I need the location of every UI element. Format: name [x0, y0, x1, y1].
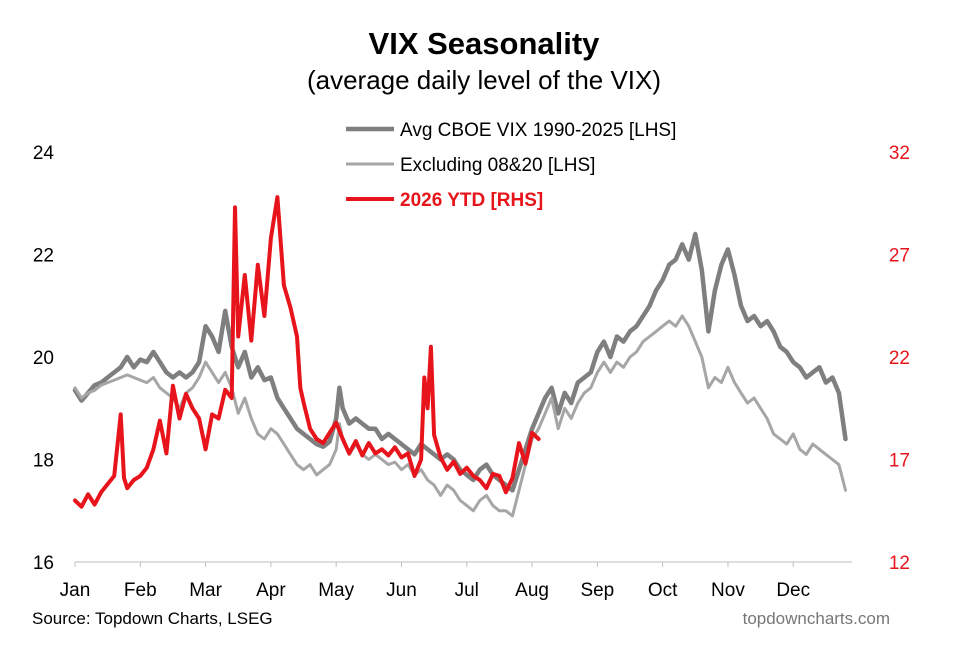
- right-tick-label: 22: [889, 348, 910, 369]
- right-tick-label: 12: [889, 553, 910, 574]
- right-tick-label: 27: [889, 246, 910, 267]
- x-tick-label: Oct: [648, 580, 678, 601]
- series-line-2026-ytd: [73, 195, 541, 509]
- legend-label-excl: Excluding 08&20 [LHS]: [400, 155, 595, 176]
- legend-label-2026: 2026 YTD [RHS]: [400, 190, 543, 211]
- x-tick-label: Mar: [189, 580, 222, 601]
- x-tick-label: Dec: [776, 580, 810, 601]
- x-tick-label: Sep: [580, 580, 614, 601]
- right-tick-label: 17: [889, 451, 910, 472]
- source-note: Source: Topdown Charts, LSEG: [32, 609, 273, 628]
- legend: Avg CBOE VIX 1990-2025 [LHS] Excluding 0…: [346, 120, 676, 211]
- x-tick-label: Jan: [60, 580, 91, 601]
- x-axis: Jan Feb Mar Apr May Jun Jul Aug Sep Oct Nov Dec: [60, 561, 852, 601]
- right-tick-label: 32: [889, 143, 910, 164]
- left-tick-label: 18: [33, 451, 54, 472]
- x-tick-label: Apr: [256, 580, 286, 601]
- series-line-avg-vix: [72, 231, 848, 493]
- x-tick-label: Jun: [386, 580, 417, 601]
- left-tick-label: 16: [33, 553, 54, 574]
- left-tick-label: 24: [33, 143, 55, 164]
- chart-title: VIX Seasonality: [369, 26, 601, 61]
- x-tick-label: Jul: [455, 580, 479, 601]
- x-tick-label: May: [318, 580, 354, 601]
- series-line-excluding-08-20: [73, 314, 847, 518]
- series-layer: [72, 195, 848, 518]
- legend-label-avg: Avg CBOE VIX 1990-2025 [LHS]: [400, 120, 676, 141]
- left-tick-label: 20: [33, 348, 54, 369]
- watermark: topdowncharts.com: [743, 609, 890, 628]
- x-tick-label: Aug: [515, 580, 549, 601]
- x-tick-label: Nov: [711, 580, 745, 601]
- x-tick-label: Feb: [124, 580, 157, 601]
- left-axis: 16 18 20 22 24: [33, 143, 55, 574]
- left-tick-label: 22: [33, 246, 54, 267]
- right-axis: 12 17 22 27 32: [889, 143, 910, 574]
- chart-subtitle: (average daily level of the VIX): [307, 65, 661, 95]
